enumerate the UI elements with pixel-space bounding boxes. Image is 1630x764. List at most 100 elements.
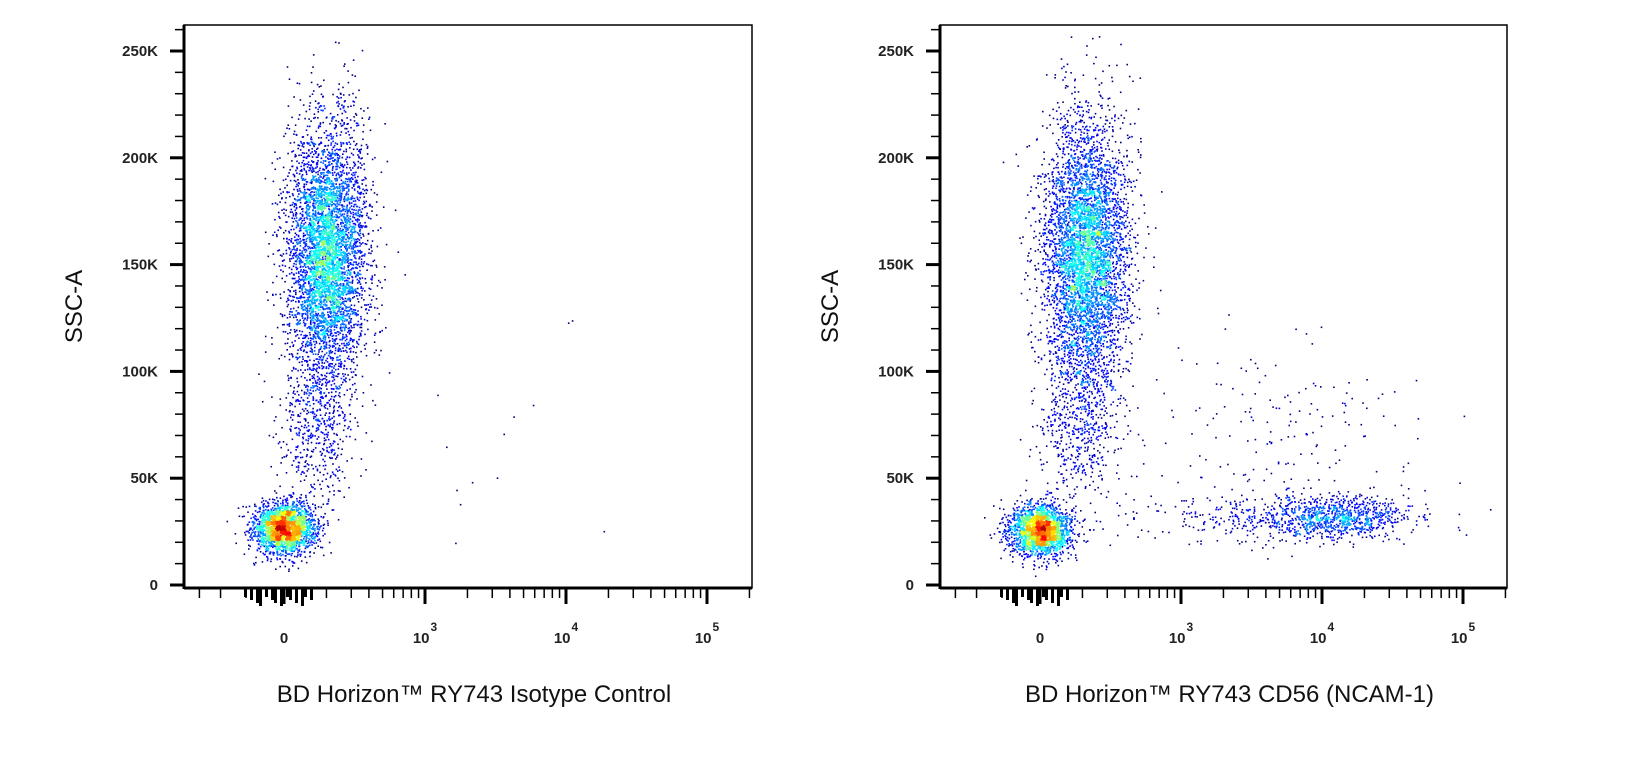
data-point [318, 309, 320, 311]
data-point [287, 153, 289, 155]
data-point [321, 297, 323, 299]
data-point [348, 265, 350, 267]
data-point [273, 541, 275, 543]
data-point [265, 542, 267, 544]
data-point [251, 538, 253, 540]
data-point [343, 199, 345, 201]
data-point [306, 152, 308, 154]
data-point [282, 517, 284, 519]
data-point [269, 499, 271, 501]
data-point [278, 195, 280, 197]
data-point [360, 233, 362, 235]
data-point [338, 368, 340, 370]
data-point [342, 87, 344, 89]
data-point [287, 547, 289, 549]
data-point [284, 522, 286, 524]
data-point [303, 136, 305, 138]
data-point [313, 532, 315, 534]
data-point [249, 530, 251, 532]
data-point [350, 143, 352, 145]
data-point [257, 523, 259, 525]
data-point [280, 297, 282, 299]
data-point [297, 527, 299, 529]
data-point [276, 545, 278, 547]
data-point [340, 306, 342, 308]
data-point [261, 541, 263, 543]
data-point [300, 202, 302, 204]
data-point [302, 276, 304, 278]
data-point [315, 278, 317, 280]
data-point [326, 239, 328, 241]
data-point [312, 288, 314, 290]
data-point [273, 529, 275, 531]
data-point [260, 530, 262, 532]
data-point [263, 538, 265, 540]
data-point [342, 153, 344, 155]
data-point [310, 165, 312, 167]
data-point [269, 539, 271, 541]
data-point [292, 242, 294, 244]
data-point [293, 502, 295, 504]
data-point [361, 261, 363, 263]
data-point [340, 162, 342, 164]
data-point [335, 395, 337, 397]
data-point [352, 282, 354, 284]
data-point [253, 531, 255, 533]
data-point [294, 329, 296, 331]
data-point [274, 505, 276, 507]
data-point [335, 299, 337, 301]
data-point [286, 275, 288, 277]
data-point [302, 192, 304, 194]
data-point [293, 547, 295, 549]
data-point [248, 532, 250, 534]
data-point [263, 510, 265, 512]
data-point [363, 110, 365, 112]
data-point [370, 218, 372, 220]
data-point [385, 327, 387, 329]
data-point [343, 268, 345, 270]
data-point [318, 361, 320, 363]
data-point [323, 149, 325, 151]
data-point [283, 259, 285, 261]
data-point [280, 555, 282, 557]
data-point [366, 193, 368, 195]
data-point [340, 223, 342, 225]
data-point [277, 204, 279, 206]
data-point [255, 510, 257, 512]
data-point [295, 516, 297, 518]
data-point [345, 324, 347, 326]
data-point [284, 525, 286, 527]
data-point [284, 187, 286, 189]
data-point [289, 549, 291, 551]
data-point [347, 272, 349, 274]
data-point [298, 522, 300, 524]
data-point [353, 149, 355, 151]
data-point [357, 282, 359, 284]
data-point [293, 213, 295, 215]
data-point [279, 566, 281, 568]
data-point [289, 346, 291, 348]
data-point [333, 222, 335, 224]
data-point [304, 184, 306, 186]
data-point [342, 206, 344, 208]
data-point [285, 505, 287, 507]
data-point [291, 555, 293, 557]
data-point [263, 527, 265, 529]
data-point [309, 96, 311, 98]
data-point [276, 236, 278, 238]
data-point [331, 363, 333, 365]
data-point [246, 506, 248, 508]
data-point [336, 200, 338, 202]
data-point [313, 325, 315, 327]
data-point [366, 263, 368, 265]
data-point [291, 544, 293, 546]
data-point [310, 337, 312, 339]
data-point [354, 75, 356, 77]
data-point [302, 279, 304, 281]
data-point [242, 506, 244, 508]
data-point [292, 523, 294, 525]
data-point [272, 534, 274, 536]
data-point [307, 200, 309, 202]
data-point [281, 542, 283, 544]
data-point [285, 133, 287, 135]
